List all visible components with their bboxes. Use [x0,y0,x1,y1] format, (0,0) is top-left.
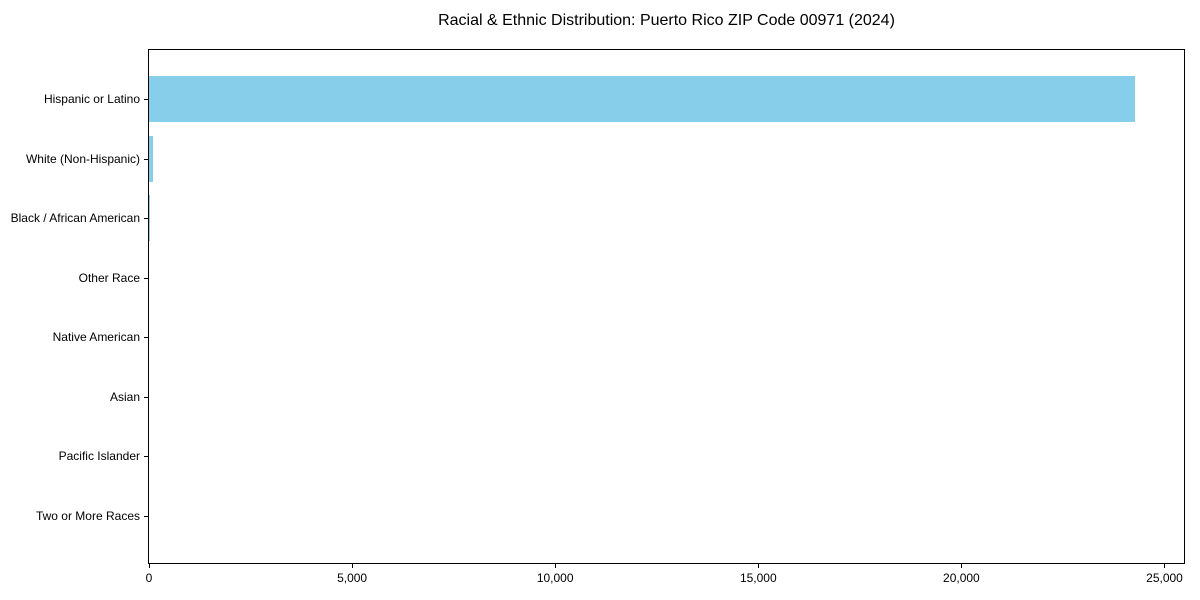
y-axis-tick-label: White (Non-Hispanic) [25,151,140,166]
y-axis-tick-label: Other Race [78,270,140,285]
y-tick-mark [144,158,148,160]
y-tick-mark [144,515,148,517]
y-tick-mark [144,218,148,220]
bar [149,135,154,182]
y-axis-tick-label: Pacific Islander [58,449,140,464]
chart-title: Racial & Ethnic Distribution: Puerto Ric… [438,12,895,29]
bar [149,76,1135,122]
x-axis-tick-label: 25,000 [1146,571,1183,585]
plot-area: Hispanic or Latino White (Non-Hispanic) Bl… [11,49,1185,585]
y-axis-tick-label: Hispanic or Latino [43,92,140,106]
y-axis-tick-label: Native American [52,330,140,345]
x-tick-mark [757,564,759,568]
y-axis-tick-label: Two or More Races [35,508,140,523]
bar [149,195,150,242]
x-tick-mark [554,564,556,568]
x-tick-mark [351,564,353,568]
x-axis-tick-label: 5,000 [337,571,368,585]
x-axis-tick-label: 10,000 [536,571,574,585]
y-axis-tick-label: Asian [109,389,140,404]
y-tick-mark [144,396,148,398]
x-tick-mark [148,564,150,568]
y-tick-mark [144,337,148,339]
y-tick-mark [144,277,148,279]
y-tick-mark [144,99,148,100]
x-tick-mark [1164,564,1165,568]
x-axis-tick-label: 0 [145,571,153,585]
y-tick-mark [144,456,148,458]
x-axis-tick-label: 20,000 [943,571,980,585]
x-tick-mark [960,564,962,568]
x-axis-tick-label: 15,000 [739,571,777,585]
y-axis-tick-label: Black / African American [10,211,140,226]
